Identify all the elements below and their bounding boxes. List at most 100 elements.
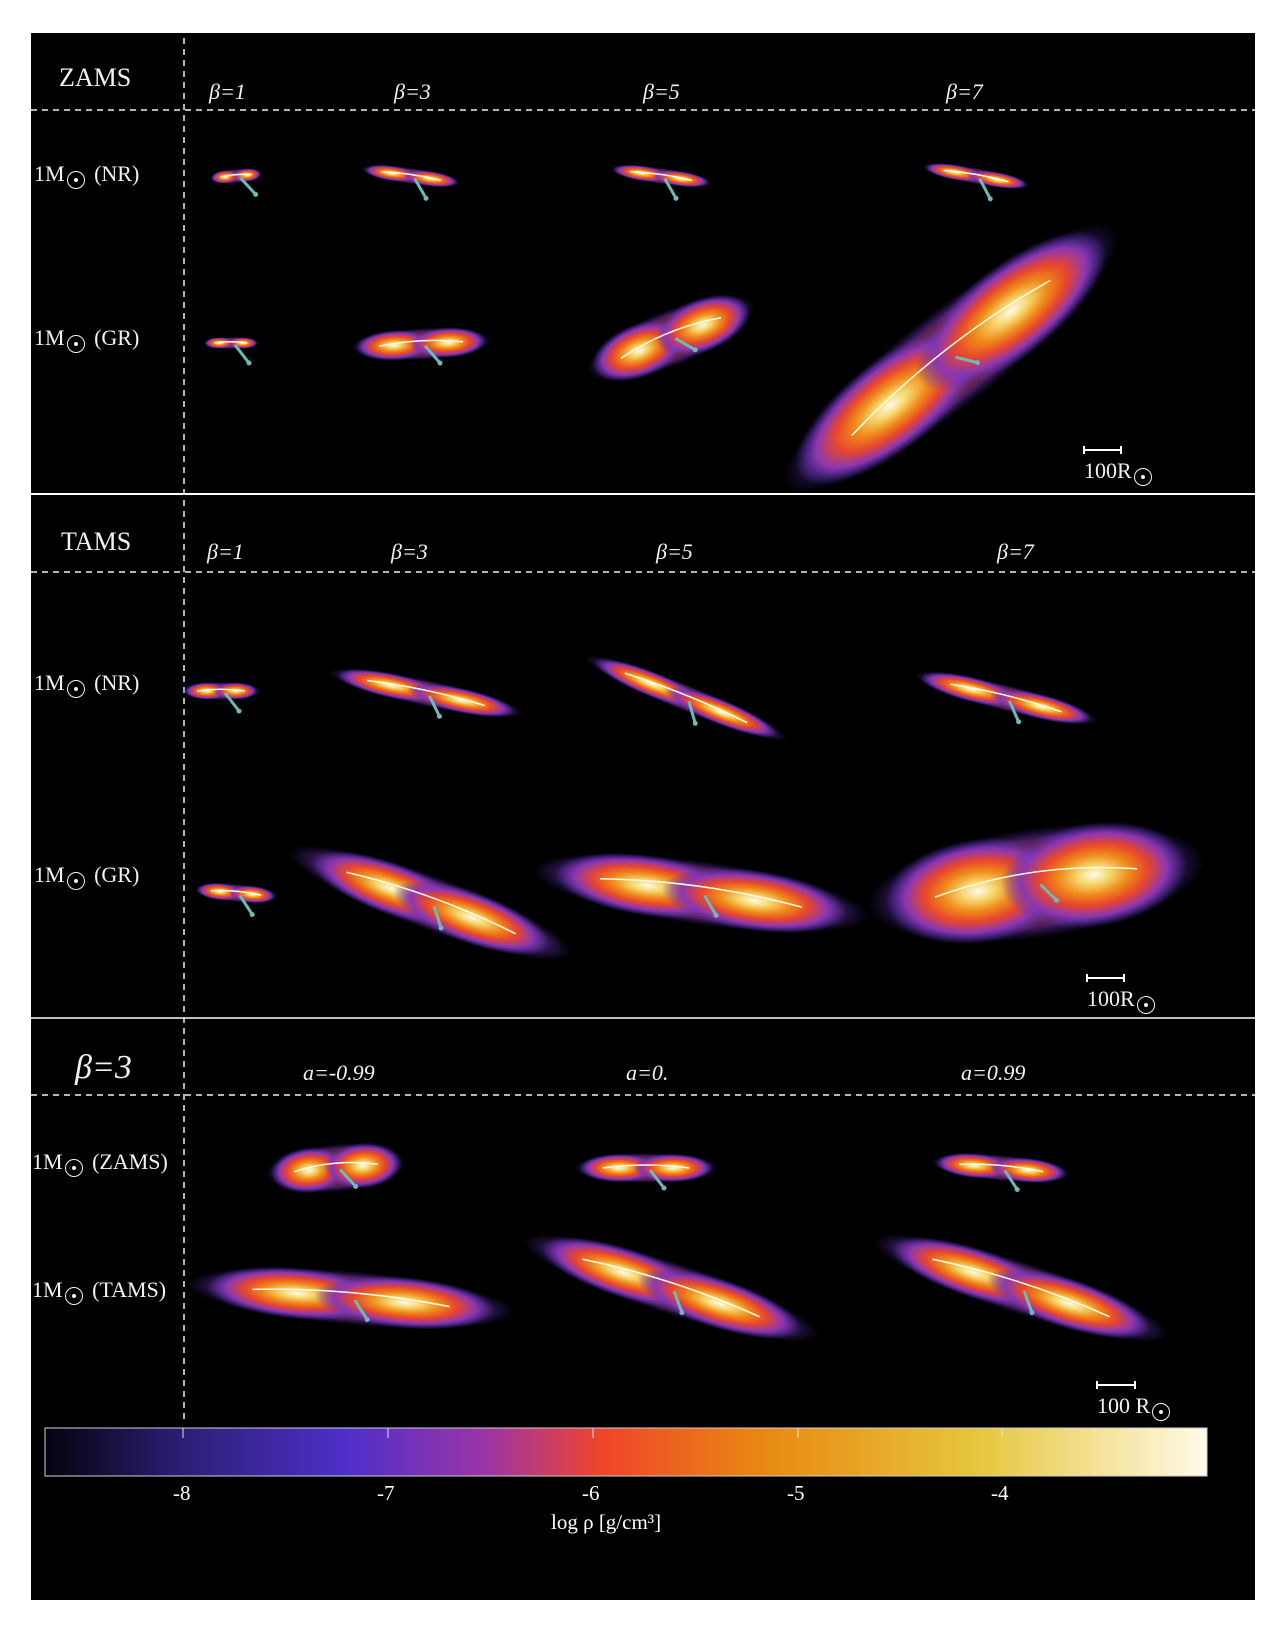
- colorbar-tick: -7: [377, 1481, 395, 1505]
- debris-stream: [361, 164, 461, 201]
- debris-stream: [351, 327, 491, 366]
- debris-lobe: [393, 880, 550, 955]
- debris-stream: [574, 1153, 718, 1191]
- debris-lobe: [987, 1268, 1151, 1339]
- debris-stream: [921, 163, 1031, 202]
- accretion-stream: [428, 695, 441, 717]
- black-hole-marker: [1016, 719, 1022, 725]
- debris-lobe: [407, 683, 516, 718]
- row-label: 1M (NR): [34, 670, 139, 698]
- scale-label: 100R: [1087, 986, 1159, 1014]
- debris-stream: [194, 882, 278, 917]
- black-hole-marker: [1029, 1310, 1035, 1316]
- debris-stream: [931, 1152, 1071, 1192]
- debris-lobe: [324, 1142, 402, 1189]
- sun-symbol-icon: [66, 872, 85, 890]
- panel-title-tams: TAMS: [61, 527, 132, 556]
- black-hole-marker: [246, 360, 252, 366]
- debris-stream-line: [346, 871, 516, 935]
- accretion-stream: [239, 176, 257, 196]
- debris-stream-line: [196, 688, 246, 692]
- colorbar-label: log ρ [g/cm³]: [551, 1510, 662, 1534]
- accretion-stream: [663, 177, 678, 200]
- accretion-stream: [674, 337, 696, 352]
- density-blobs: [181, 163, 1205, 1342]
- black-hole-marker: [249, 911, 255, 917]
- debris-lobe: [213, 682, 258, 700]
- column-label: β=7: [997, 539, 1034, 564]
- debris-stream: [181, 682, 261, 714]
- debris-stream-line: [599, 878, 803, 908]
- accretion-stream: [233, 344, 251, 364]
- black-hole-marker: [437, 360, 443, 366]
- debris-stream: [867, 821, 1205, 945]
- black-hole-marker: [661, 1185, 667, 1191]
- accretion-stream: [432, 905, 443, 929]
- figure: ZAMS β=1 β=3 β=5 β=7 1M (NR) 1M (GR) 100…: [31, 33, 1255, 1600]
- panel-title-beta3: β=3: [75, 1049, 132, 1086]
- black-hole-marker: [353, 1183, 359, 1189]
- black-hole-marker: [436, 713, 442, 719]
- column-label: β=3: [394, 79, 431, 104]
- debris-stream-line: [378, 339, 464, 347]
- debris-stream: [204, 337, 258, 366]
- accretion-stream: [423, 344, 442, 365]
- column-label: β=3: [391, 539, 428, 564]
- debris-stream-line: [932, 1258, 1110, 1318]
- column-label: β=5: [656, 539, 693, 564]
- panel-dividers: [31, 38, 1255, 1421]
- debris-stream-line: [943, 169, 1009, 183]
- debris-stream-line: [214, 341, 248, 344]
- debris-stream-line: [381, 171, 441, 181]
- column-label: β=1: [209, 79, 246, 104]
- accretion-stream: [703, 894, 718, 917]
- debris-lobe: [916, 231, 1107, 391]
- colorbar-tick: -4: [991, 1481, 1009, 1505]
- sun-symbol-icon: [64, 1287, 83, 1305]
- black-hole-marker: [692, 720, 698, 726]
- column-label: a=0.: [626, 1060, 669, 1085]
- black-hole-marker: [679, 1310, 685, 1316]
- sun-symbol-icon: [66, 171, 85, 189]
- debris-lobe: [661, 867, 848, 934]
- column-label: β=1: [207, 539, 244, 564]
- debris-stream: [210, 168, 262, 197]
- black-hole-marker: [1054, 897, 1060, 903]
- black-hole-marker: [1014, 1186, 1020, 1192]
- black-hole-marker: [692, 347, 698, 353]
- accretion-stream: [339, 1168, 357, 1188]
- accretion-stream: [1039, 883, 1058, 902]
- black-hole-marker: [236, 708, 242, 714]
- column-label: a=-0.99: [303, 1060, 375, 1085]
- sun-symbol-icon: [1133, 468, 1152, 486]
- black-hole-marker: [438, 925, 444, 931]
- sun-symbol-icon: [1152, 1403, 1171, 1421]
- sun-symbol-icon: [66, 335, 85, 353]
- panel-title-zams: ZAMS: [59, 63, 132, 92]
- colorbar: [44, 1427, 1208, 1477]
- row-label: 1M (GR): [34, 862, 139, 890]
- accretion-stream: [955, 355, 978, 365]
- debris-lobe: [1001, 821, 1187, 929]
- debris-stream-line: [959, 1163, 1043, 1173]
- accretion-stream: [687, 700, 697, 724]
- sun-symbol-icon: [66, 680, 85, 698]
- accretion-stream: [223, 692, 241, 712]
- accretion-stream: [413, 177, 428, 200]
- accretion-stream: [648, 1169, 666, 1189]
- black-hole-marker: [987, 196, 993, 202]
- debris-stream: [532, 852, 870, 934]
- colorbar-tick: -8: [173, 1481, 191, 1505]
- debris-stream-line: [630, 170, 693, 182]
- column-label: β=5: [643, 79, 680, 104]
- row-label: 1M (NR): [34, 161, 139, 189]
- accretion-stream: [1022, 1290, 1034, 1314]
- row-label: 1M (ZAMS): [32, 1149, 168, 1177]
- debris-stream-line: [210, 889, 262, 896]
- sun-symbol-icon: [64, 1159, 83, 1177]
- density-canvas: [31, 38, 1255, 1477]
- debris-stream-line: [624, 672, 748, 724]
- debris-lobe: [633, 1153, 713, 1183]
- debris-stream: [186, 1266, 516, 1330]
- debris-stream: [586, 294, 756, 382]
